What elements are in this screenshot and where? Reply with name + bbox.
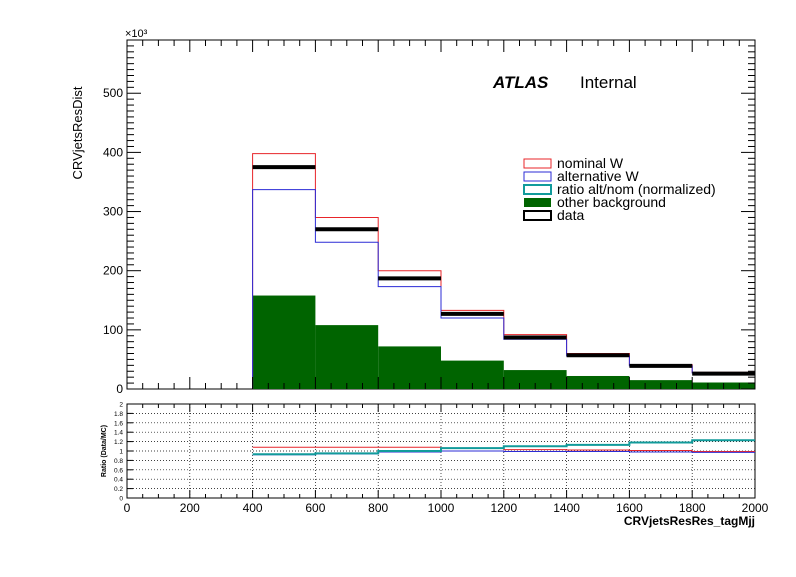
ratio-y-axis-label: Ratio (Data/MC) (101, 425, 108, 477)
legend-swatch-alternative (523, 171, 552, 182)
x-tick-label: 1600 (616, 501, 643, 515)
ratio-y-tick-label: 0.8 (114, 458, 123, 465)
legend-swatch-nominal (523, 158, 552, 169)
legend-swatch-ratio (523, 184, 552, 195)
main-y-tick-label: 500 (103, 86, 123, 100)
ratio-y-tick-label: 2 (119, 402, 123, 409)
ratio-y-tick-label: 1.6 (114, 420, 123, 427)
other-background-bar (252, 295, 316, 389)
x-tick-label: 1800 (679, 501, 706, 515)
main-y-axis-label: CRVjetsResDist (70, 86, 85, 179)
ratio-y-tick-label: 0.4 (114, 477, 123, 484)
main-y-tick-label: 300 (103, 205, 123, 219)
other-background-bar (315, 325, 379, 389)
y-axis-multiplier: ×10³ (125, 28, 148, 40)
legend-label-data: data (557, 207, 584, 223)
ratio-y-tick-label: 1 (119, 449, 123, 456)
x-axis-label: CRVjetsResRes_tagMjj (624, 514, 755, 528)
main-y-tick-label: 400 (103, 145, 123, 159)
ratio-y-tick-label: 0.6 (114, 467, 123, 474)
nominal-ratio-line (252, 446, 755, 452)
x-tick-label: 1200 (490, 501, 517, 515)
atlas-label: ATLAS (492, 73, 549, 92)
legend-label-nominal: nominal W (557, 155, 624, 171)
legend-label-ratio: ratio alt/nom (normalized) (557, 181, 716, 197)
main-y-tick-label: 200 (103, 264, 123, 278)
x-tick-label: 1400 (553, 501, 580, 515)
ratio-y-tick-label: 1.4 (114, 430, 123, 437)
x-tick-label: 0 (124, 501, 131, 515)
x-tick-label: 800 (368, 501, 388, 515)
x-tick-label: 200 (180, 501, 200, 515)
ratio-y-tick-label: 0 (119, 496, 123, 503)
legend-swatch-other (524, 198, 551, 207)
x-tick-label: 1000 (428, 501, 455, 515)
legend-label-other: other background (557, 194, 666, 210)
legend-swatch-data (523, 210, 552, 221)
x-tick-label: 600 (305, 501, 325, 515)
x-tick-label: 400 (243, 501, 263, 515)
main-y-tick-label: 100 (103, 323, 123, 337)
ratio-y-tick-label: 0.2 (114, 486, 123, 493)
other-background-bar (378, 346, 441, 389)
main-plot-frame (126, 39, 756, 390)
ratio-ratio-line (252, 439, 755, 456)
ratio-y-tick-label: 1.2 (114, 439, 123, 446)
ratio-y-tick-label: 1.8 (114, 411, 123, 418)
internal-label: Internal (580, 73, 637, 92)
main-y-tick-label: 0 (116, 382, 123, 396)
x-tick-label: 2000 (742, 501, 769, 515)
legend-label-alternative: alternative W (557, 168, 639, 184)
